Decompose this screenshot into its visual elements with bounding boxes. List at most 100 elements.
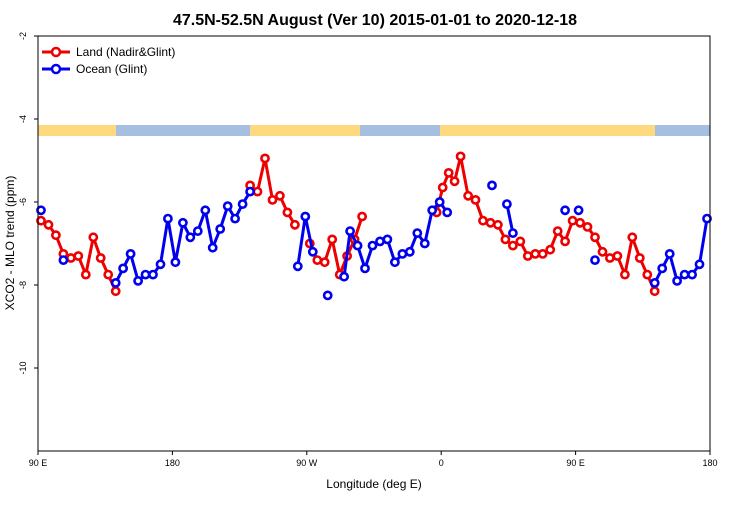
land-point-3-20 bbox=[575, 217, 585, 228]
legend-land-label: Land (Nadir&Glint) bbox=[76, 45, 175, 59]
ocean-point-0-0 bbox=[36, 205, 46, 216]
land-point-3-19 bbox=[567, 215, 578, 226]
land-point-3-16 bbox=[545, 244, 556, 255]
ocean-line-segment-3 bbox=[296, 215, 315, 267]
ocean-point-5-1 bbox=[345, 226, 355, 236]
ocean-point-11-1 bbox=[657, 263, 668, 274]
land-point-0-4 bbox=[66, 253, 76, 263]
ocean-point-2-15 bbox=[222, 201, 233, 211]
ocean-point-2-1 bbox=[118, 263, 128, 274]
x-tick-label-0: 90 E bbox=[29, 458, 48, 468]
ocean-point-2-17 bbox=[237, 199, 248, 209]
ocean-point-5-11 bbox=[419, 238, 430, 249]
land-point-3-8 bbox=[485, 217, 496, 228]
land-point-0-6 bbox=[80, 269, 91, 280]
x-tick-label-4: 90 E bbox=[566, 458, 585, 468]
ocean-point-3-1 bbox=[300, 211, 311, 222]
ocean-point-2-11 bbox=[192, 226, 203, 236]
ocean-point-11-6 bbox=[694, 259, 705, 270]
x-axis: 90 E 180 90 W 0 90 E 180 bbox=[29, 451, 718, 468]
strip-ocean-1 bbox=[360, 125, 440, 136]
ocean-point-5-12 bbox=[427, 205, 438, 216]
ocean-point-2-12 bbox=[200, 205, 211, 216]
land-point-0-9 bbox=[103, 269, 114, 280]
ocean-point-5-6 bbox=[382, 234, 393, 245]
legend-entry-land: Land (Nadir&Glint) bbox=[42, 45, 175, 59]
x-tick-label-1: 180 bbox=[165, 458, 180, 468]
land-point-3-5 bbox=[463, 190, 473, 201]
ocean-point-5-0 bbox=[339, 271, 349, 282]
land-point-2-2 bbox=[319, 257, 330, 268]
ocean-point-2-2 bbox=[125, 248, 136, 259]
land-point-3-26 bbox=[620, 269, 630, 280]
land-point-1-4 bbox=[274, 190, 285, 201]
land-point-3-12 bbox=[515, 236, 526, 247]
ocean-point-11-5 bbox=[687, 269, 697, 280]
ocean-point-2-10 bbox=[185, 232, 196, 243]
ocean-point-5-13 bbox=[434, 197, 445, 207]
y-tick-label-1: -4 bbox=[18, 115, 28, 123]
land-point-0-8 bbox=[95, 253, 106, 263]
ocean-point-2-7 bbox=[162, 213, 173, 224]
land-ocean-strip bbox=[38, 125, 710, 136]
ocean-point-2-4 bbox=[140, 269, 151, 280]
land-point-2-7 bbox=[357, 211, 367, 222]
ocean-point-3-2 bbox=[307, 246, 318, 257]
ocean-point-5-4 bbox=[367, 240, 378, 251]
land-point-0-2 bbox=[51, 230, 61, 241]
ocean-point-6-0 bbox=[487, 180, 497, 191]
ocean-point-2-0 bbox=[110, 277, 121, 288]
plot-frame bbox=[37, 35, 711, 452]
land-point-3-18 bbox=[560, 236, 570, 247]
ocean-point-2-13 bbox=[207, 242, 218, 253]
y-tick-label-0: -2 bbox=[18, 32, 28, 40]
legend-land-marker bbox=[50, 46, 62, 58]
land-point-3-25 bbox=[612, 251, 623, 261]
ocean-point-2-14 bbox=[215, 224, 226, 234]
land-point-1-2 bbox=[260, 153, 270, 164]
ocean-point-11-0 bbox=[649, 277, 660, 288]
land-point-0-5 bbox=[73, 251, 84, 261]
ocean-point-2-8 bbox=[170, 257, 181, 268]
ocean-point-4-0 bbox=[322, 290, 333, 301]
ocean-point-7-0 bbox=[501, 199, 512, 209]
ocean-point-3-0 bbox=[292, 261, 303, 272]
ocean-line-segment-7 bbox=[505, 203, 515, 234]
land-point-3-30 bbox=[649, 286, 660, 297]
ocean-point-2-16 bbox=[230, 213, 240, 224]
ocean-point-2-18 bbox=[245, 186, 255, 197]
land-point-3-10 bbox=[500, 234, 511, 245]
land-point-3-28 bbox=[634, 253, 645, 263]
land-point-3-2 bbox=[443, 167, 454, 178]
chart-title: 47.5N-52.5N August (Ver 10) 2015-01-01 t… bbox=[173, 12, 577, 29]
land-point-1-3 bbox=[267, 194, 278, 205]
land-point-0-0 bbox=[36, 215, 46, 226]
ocean-point-11-4 bbox=[679, 269, 690, 280]
land-point-3-9 bbox=[492, 219, 503, 230]
strip-ocean-0 bbox=[116, 125, 250, 136]
strip-ocean-2 bbox=[655, 125, 710, 136]
land-point-0-7 bbox=[88, 232, 99, 243]
land-point-3-13 bbox=[522, 251, 533, 261]
ocean-point-2-9 bbox=[177, 217, 188, 228]
ocean-point-5-7 bbox=[389, 257, 400, 268]
ocean-point-2-3 bbox=[133, 275, 143, 286]
y-axis-label: XCO2 - MLO trend (ppm) bbox=[3, 176, 17, 311]
ocean-point-5-14 bbox=[442, 207, 453, 218]
legend-ocean-marker bbox=[50, 63, 62, 75]
ocean-point-5-10 bbox=[412, 228, 423, 238]
x-tick-label-2: 90 W bbox=[296, 458, 318, 468]
ocean-point-10-0 bbox=[590, 255, 600, 265]
land-point-3-11 bbox=[508, 240, 518, 251]
land-point-3-7 bbox=[478, 215, 488, 226]
ocean-point-11-3 bbox=[672, 275, 682, 286]
land-point-3-4 bbox=[455, 151, 466, 162]
ocean-point-9-0 bbox=[573, 205, 584, 216]
land-point-1-5 bbox=[282, 207, 293, 218]
land-point-3-1 bbox=[437, 182, 448, 193]
ocean-point-5-9 bbox=[404, 246, 415, 257]
ocean-point-7-1 bbox=[508, 228, 518, 238]
ocean-point-11-7 bbox=[702, 213, 712, 224]
y-tick-label-4: -10 bbox=[18, 361, 28, 374]
